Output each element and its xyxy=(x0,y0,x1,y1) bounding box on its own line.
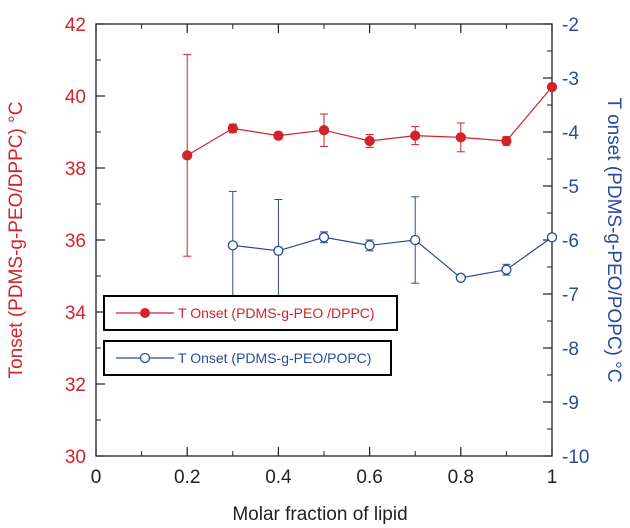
y-left-tick-label: 40 xyxy=(65,87,86,108)
legend-dppc-marker xyxy=(140,308,150,318)
data-point xyxy=(273,130,284,141)
series-1 xyxy=(182,54,558,257)
data-point xyxy=(318,232,330,243)
legend-dppc-label: T Onset (PDMS-g-PEO /DPPC) xyxy=(178,305,375,321)
data-point xyxy=(546,232,558,243)
data-point xyxy=(501,264,512,275)
legend-popc-label: T Onset (PDMS-g-PEO/POPC) xyxy=(178,350,371,366)
x-axis: 0 0.2 0.4 0.6 0.8 1 xyxy=(91,24,558,488)
data-point xyxy=(227,240,238,251)
data-point xyxy=(182,150,193,161)
data-point xyxy=(364,240,375,251)
x-tick-label: 0.2 xyxy=(174,467,200,488)
legend-popc: T Onset (PDMS-g-PEO/POPC) xyxy=(103,340,392,376)
y-axis-left-title: Tonset (PDMS-g-PEO/DPPC) °C xyxy=(6,102,27,379)
y-left-tick-label: 32 xyxy=(65,375,86,396)
data-point xyxy=(501,135,512,147)
x-axis-title: Molar fraction of lipid xyxy=(232,504,407,525)
x-tick-label: 1 xyxy=(547,467,558,488)
series-2-line xyxy=(232,236,553,279)
y-right-tick-label: -6 xyxy=(562,231,579,252)
y-axis-left: 30 32 34 36 38 40 42 xyxy=(65,15,105,468)
x-tick-label: 0.4 xyxy=(265,467,292,488)
y-axis-right-title: T onset (PDMS-g-PEO/POPC) °C xyxy=(603,98,624,383)
y-right-tick-label: -8 xyxy=(562,339,579,360)
series-layer xyxy=(182,54,558,303)
y-left-tick-label: 38 xyxy=(65,159,86,180)
data-point xyxy=(364,135,375,147)
y-right-tick-label: -10 xyxy=(562,447,589,468)
data-point xyxy=(227,123,238,134)
data-point xyxy=(318,125,330,136)
y-left-tick-label: 36 xyxy=(65,231,86,252)
data-point xyxy=(410,130,421,141)
y-left-tick-label: 34 xyxy=(65,303,87,324)
data-point xyxy=(546,81,558,93)
x-tick-label: 0.6 xyxy=(356,467,382,488)
y-right-tick-label: -5 xyxy=(562,177,579,198)
data-point xyxy=(273,245,284,256)
y-left-tick-label: 42 xyxy=(65,15,86,36)
legend-popc-marker xyxy=(139,352,151,364)
y-right-tick-label: -4 xyxy=(562,123,579,144)
y-axis-right: -10 -9 -8 -7 -6 -5 -4 -3 -2 xyxy=(543,15,589,468)
data-point xyxy=(455,132,466,143)
y-left-tick-label: 30 xyxy=(65,447,86,468)
legend-dppc: T Onset (PDMS-g-PEO /DPPC) xyxy=(103,295,398,331)
x-tick-label: 0.8 xyxy=(448,467,474,488)
y-right-tick-label: -7 xyxy=(562,285,579,306)
x-tick-label: 0 xyxy=(91,467,102,488)
series-2 xyxy=(227,190,558,303)
y-right-tick-label: -3 xyxy=(562,69,579,90)
data-point xyxy=(455,272,466,283)
data-point xyxy=(410,234,421,246)
y-right-tick-label: -9 xyxy=(562,393,579,414)
y-right-tick-label: -2 xyxy=(562,15,579,36)
